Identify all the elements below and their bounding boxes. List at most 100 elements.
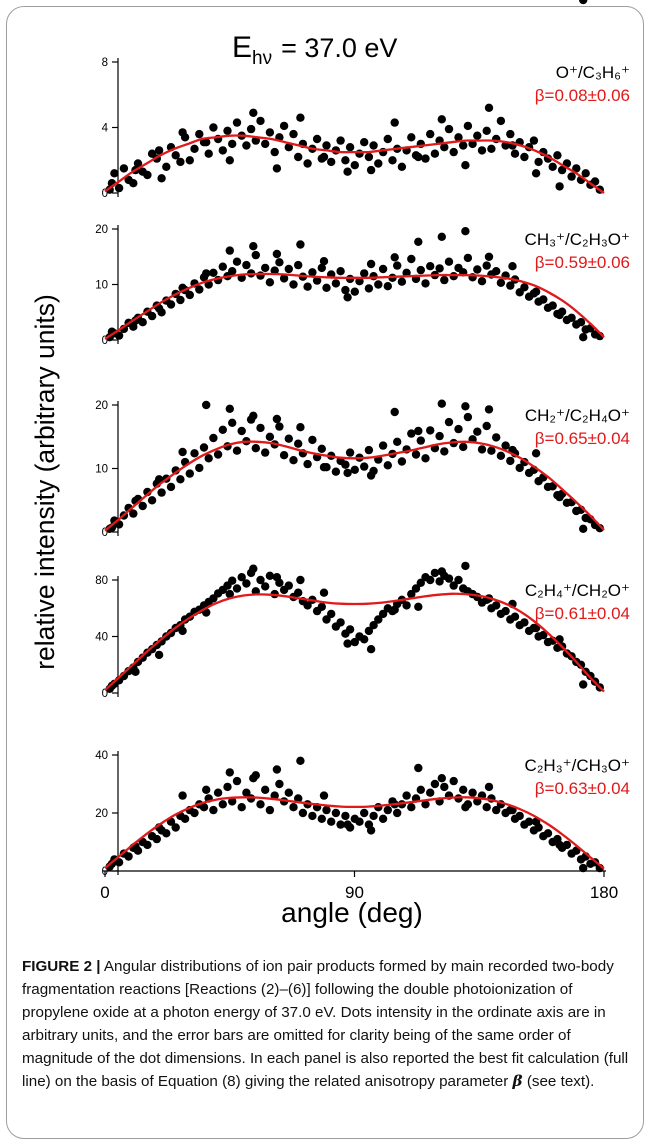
data-point xyxy=(454,133,463,142)
data-point xyxy=(284,434,293,443)
data-point xyxy=(312,134,322,144)
data-point xyxy=(350,287,359,296)
data-point xyxy=(162,829,171,838)
data-point xyxy=(484,252,494,261)
data-point xyxy=(272,765,282,774)
panel-3: 0 10 20 CH₂⁺/C₂H₄O⁺ β=0.65±0.04 xyxy=(95,399,630,539)
data-point xyxy=(261,139,270,149)
data-point xyxy=(555,840,564,850)
data-point xyxy=(426,575,435,585)
data-point xyxy=(461,561,470,571)
panel-4: 0 40 80 C₂H₄⁺/CH₂O⁺ β=0.61±0.04 xyxy=(95,561,630,700)
data-point xyxy=(492,601,501,610)
data-point xyxy=(331,808,341,818)
data-point xyxy=(129,179,138,188)
data-point xyxy=(284,581,293,590)
data-point xyxy=(327,817,336,826)
data-point xyxy=(501,441,510,450)
y-tick-label: 0 xyxy=(102,688,108,700)
data-point xyxy=(421,279,430,288)
data-point xyxy=(440,782,449,792)
y-tick-label: 40 xyxy=(95,750,108,762)
data-point xyxy=(171,151,180,160)
data-point xyxy=(437,399,446,408)
data-point xyxy=(555,310,564,320)
data-point xyxy=(378,441,388,450)
data-point xyxy=(341,460,350,469)
data-point xyxy=(279,121,289,131)
data-point xyxy=(202,400,211,410)
caption-text-end: (see text). xyxy=(522,1073,595,1090)
data-point xyxy=(265,278,275,287)
data-point xyxy=(256,575,265,585)
data-point xyxy=(579,680,588,689)
data-point xyxy=(213,788,223,797)
data-point xyxy=(256,116,265,126)
y-tick-label: 80 xyxy=(95,575,108,587)
data-point xyxy=(180,814,190,823)
data-point xyxy=(199,803,209,812)
x-tick-label: 90 xyxy=(345,883,364,902)
data-point xyxy=(218,800,227,809)
data-point xyxy=(543,829,553,838)
data-point xyxy=(343,293,352,302)
data-point xyxy=(147,311,157,321)
data-point xyxy=(482,261,491,270)
beta-value: β=0.63±0.04 xyxy=(535,779,630,798)
data-point xyxy=(437,232,446,241)
data-point xyxy=(218,146,227,155)
data-point xyxy=(272,249,282,259)
data-point xyxy=(463,253,473,263)
data-point xyxy=(492,433,501,442)
data-point xyxy=(279,274,289,283)
panel-5: 02040C₂H₃⁺/CH₃O⁺β=0.63±0.04 xyxy=(95,750,630,878)
data-point xyxy=(154,304,164,313)
data-point xyxy=(272,164,282,173)
data-point xyxy=(237,426,246,436)
data-point xyxy=(223,126,232,135)
data-point xyxy=(317,602,326,611)
data-point xyxy=(199,443,209,452)
data-point xyxy=(209,123,218,132)
data-point xyxy=(383,282,392,291)
data-point xyxy=(524,817,534,826)
data-point xyxy=(296,113,305,122)
data-point xyxy=(343,820,352,829)
data-point xyxy=(555,182,564,191)
data-point xyxy=(579,863,588,873)
data-point xyxy=(360,138,369,147)
data-point xyxy=(444,417,454,427)
y-tick-label: 10 xyxy=(95,280,108,292)
data-point xyxy=(322,141,331,150)
y-axis-label: relative intensity (arbitrary units) xyxy=(30,294,60,670)
channel-label: CH₂⁺/C₂H₄O⁺ xyxy=(525,406,630,425)
data-point xyxy=(416,436,425,445)
data-point xyxy=(225,404,234,413)
data-point xyxy=(270,791,279,800)
data-point xyxy=(284,264,293,274)
data-point xyxy=(449,147,458,157)
data-point xyxy=(366,259,376,269)
data-point xyxy=(520,283,529,292)
data-point xyxy=(393,437,402,446)
y-tick-label: 0 xyxy=(102,188,108,200)
data-point xyxy=(411,450,421,459)
data-point xyxy=(178,626,187,636)
x-axis-label: angle (deg) xyxy=(281,897,423,928)
figure-frame xyxy=(6,6,644,1139)
data-point xyxy=(482,126,491,135)
title-subscript: hν xyxy=(252,48,272,69)
data-point xyxy=(364,445,374,455)
data-point xyxy=(461,227,470,236)
channel-label: C₂H₄⁺/CH₂O⁺ xyxy=(525,581,630,600)
data-point xyxy=(190,808,199,818)
data-point xyxy=(496,116,506,126)
data-point xyxy=(178,791,187,800)
data-point xyxy=(228,797,237,806)
data-point xyxy=(133,159,143,168)
data-point xyxy=(129,509,138,518)
data-point xyxy=(520,618,529,627)
data-point xyxy=(218,262,227,271)
y-tick-label: 0 xyxy=(102,527,108,539)
data-point xyxy=(374,159,383,168)
